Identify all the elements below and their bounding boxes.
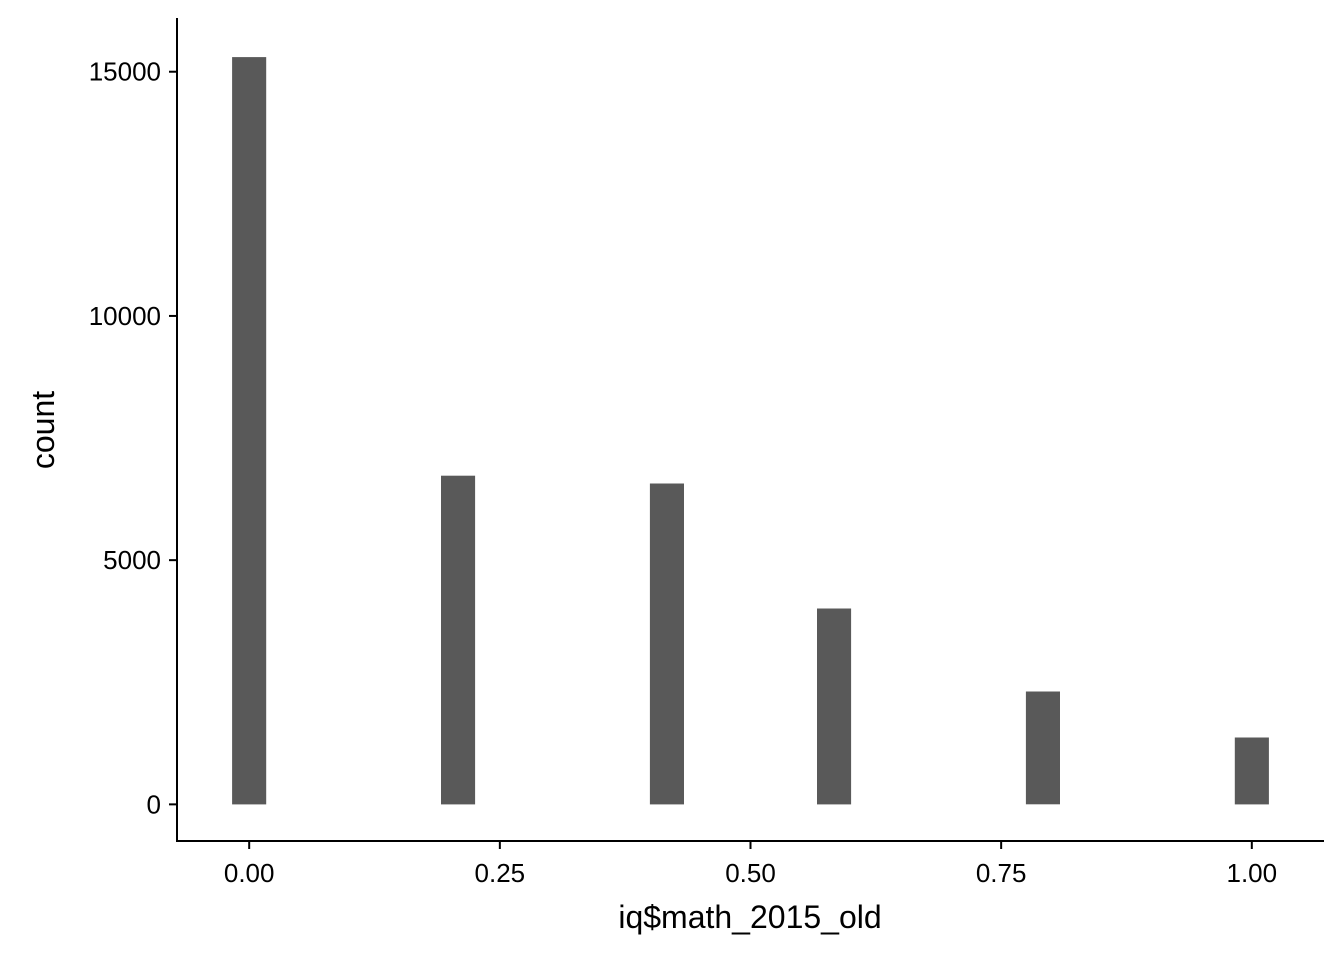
bars-group: [232, 57, 1269, 805]
y-tick-label-2: 10000: [89, 301, 161, 331]
x-tick-label-3: 0.75: [976, 858, 1027, 888]
x-tick-label-1: 0.25: [475, 858, 526, 888]
bar-0: [232, 57, 267, 805]
y-tick-label-1: 5000: [103, 545, 161, 575]
bar-2: [649, 483, 684, 805]
bar-4: [1025, 691, 1060, 805]
x-axis-title: iq$math_2015_old: [618, 899, 881, 935]
x-axis-ticks: 0.00 0.25 0.50 0.75 1.00: [224, 841, 1277, 888]
x-tick-label-2: 0.50: [725, 858, 776, 888]
bar-5: [1234, 737, 1269, 805]
y-axis-title: count: [25, 391, 61, 469]
bar-3: [817, 608, 852, 805]
y-tick-label-0: 0: [147, 789, 161, 819]
x-tick-label-0: 0.00: [224, 858, 275, 888]
bar-1: [441, 475, 476, 805]
y-tick-label-3: 15000: [89, 57, 161, 87]
y-axis-ticks: 0 5000 10000 15000: [89, 57, 177, 819]
x-tick-label-4: 1.00: [1227, 858, 1278, 888]
